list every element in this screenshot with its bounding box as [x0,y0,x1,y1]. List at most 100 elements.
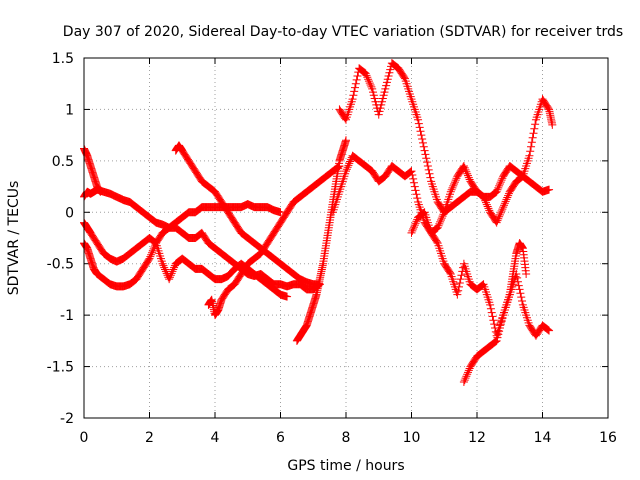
data-point [353,72,362,80]
data-point [379,91,388,100]
data-point [461,165,470,174]
data-point [545,326,554,335]
data-point [432,237,441,246]
x-axis-ticks: 0 2 4 6 8 10 12 14 16 [80,58,617,446]
data-point [495,327,504,336]
data-point [483,202,492,211]
data-point [342,167,350,176]
data-point [425,169,434,178]
data-point [161,265,170,274]
data-point [491,337,500,346]
data-point [434,221,443,230]
data-point [459,162,468,170]
data-point [412,190,421,199]
data-point [409,178,418,187]
data-point [365,79,374,88]
series-track-10 [407,208,554,340]
data-point [361,69,370,78]
data-point [370,94,379,103]
x-tick-label: 16 [599,430,617,446]
data-point [531,120,540,129]
data-point [513,273,522,282]
data-point [414,119,423,128]
data-point [498,174,507,183]
data-point [457,271,466,280]
data-point [400,73,409,82]
y-tick-label: -2 [60,411,74,427]
data-point [487,308,496,317]
data-point [342,165,351,174]
series-track-1 [80,185,324,294]
data-point [462,372,471,381]
data-point [147,248,156,257]
data-point [493,185,502,194]
data-point [406,167,415,176]
data-point [364,77,373,86]
data-point [526,147,535,156]
data-point [169,265,178,274]
data-point [503,193,512,202]
data-point [149,244,158,253]
plot-frame [83,57,609,419]
data-point [437,214,446,223]
data-point [384,72,393,80]
data-point [145,254,154,263]
data-point [368,84,377,93]
data-point [529,129,538,138]
data-point [459,378,468,386]
y-tick-label: -0.5 [47,257,74,273]
data-point [482,198,491,207]
data-point [166,271,175,280]
data-point [435,219,444,228]
data-point [160,263,169,272]
data-point [350,87,359,96]
data-point [497,176,506,185]
data-point [544,104,553,113]
y-tick-label: -1.5 [47,360,74,376]
data-point [460,376,469,385]
x-tick-label: 14 [534,430,552,446]
data-point [548,120,557,129]
data-point [498,314,507,323]
data-point [492,218,501,227]
data-point [525,151,534,160]
x-tick-label: 0 [80,430,89,446]
data-point [344,161,353,170]
data-point [495,181,504,190]
data-point [380,88,389,97]
data-point [348,95,357,104]
data-point [456,275,465,284]
y-axis-ticks: -2 -1.5 -1 -0.5 0 0.5 1 1.5 [47,51,608,427]
data-point [382,78,391,87]
data-point [170,263,179,272]
data-point [528,133,537,142]
data-point [409,174,418,183]
data-point [501,197,510,206]
data-point [484,204,493,213]
y-tick-label: 0.5 [52,154,74,170]
data-point [151,238,160,247]
data-point [495,180,504,188]
data-point [418,135,427,143]
data-point [499,203,508,212]
data-point [411,219,420,228]
data-point [364,75,373,84]
data-point [426,173,435,182]
data-point [522,270,531,278]
data-point [422,154,431,163]
data-point [346,157,355,166]
data-point [494,183,503,192]
data-point [494,330,503,339]
x-axis-label: GPS time / hours [287,458,404,474]
data-point [492,336,501,345]
data-point [342,136,350,145]
data-point [450,180,459,188]
data-point [495,324,504,332]
series-track-2 [80,200,285,291]
data-point [478,280,487,289]
data-point [374,110,383,119]
data-point [463,171,472,180]
data-point [407,228,416,237]
data-point [464,173,473,182]
data-point [146,252,155,261]
